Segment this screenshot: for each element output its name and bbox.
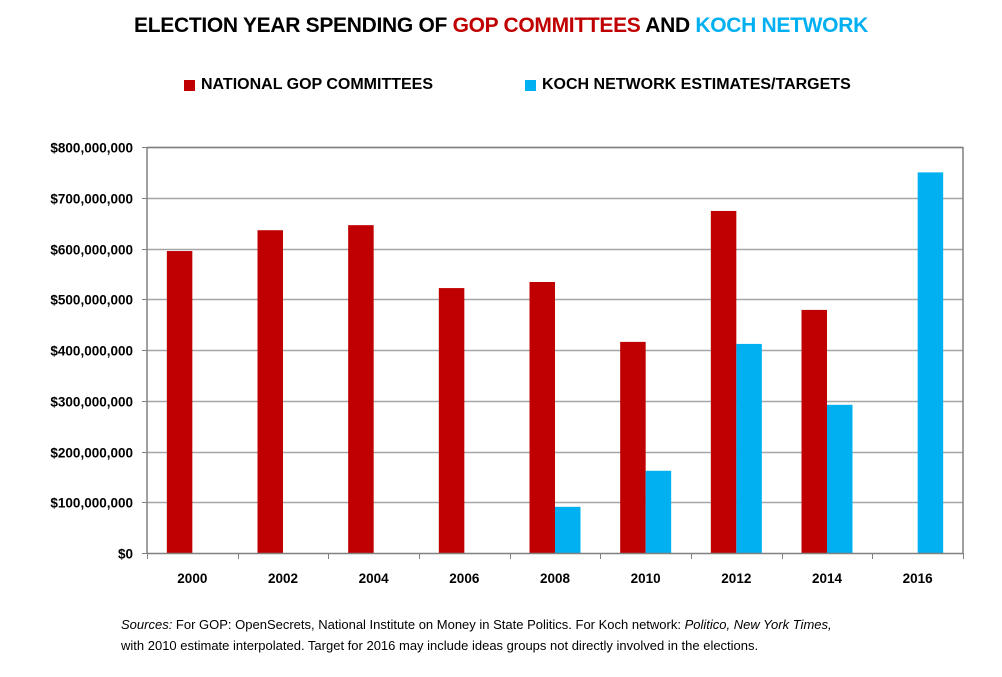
bar-koch-2012 <box>736 343 762 553</box>
y-tick-label: $100,000,000 <box>50 496 133 511</box>
bar-koch-2010 <box>645 470 672 553</box>
y-tick-label: $600,000,000 <box>50 243 133 258</box>
x-tick-label: 2014 <box>812 571 843 586</box>
y-tick-label: $800,000,000 <box>50 141 133 156</box>
bar-gop-2000 <box>166 251 193 553</box>
bar-gop-2012 <box>710 210 737 553</box>
title-part-3: AND <box>640 14 696 37</box>
bar-gop-2006 <box>438 288 465 553</box>
sources-line-2: with 2010 estimate interpolated. Target … <box>121 638 759 653</box>
legend-item-koch: KOCH NETWORK ESTIMATES/TARGETS <box>525 76 851 94</box>
x-tick-label: 2002 <box>268 571 298 586</box>
legend-swatch-gop <box>184 79 195 91</box>
y-tick-label: $400,000,000 <box>50 344 133 359</box>
x-tick-label: 2010 <box>631 571 661 586</box>
sources-italic: Politico, New York Times, <box>684 617 832 632</box>
bar-gop-2014 <box>801 309 827 553</box>
bar-koch-2014 <box>827 404 853 553</box>
bar-gop-2010 <box>620 341 646 553</box>
title-gop: GOP COMMITTEES <box>452 14 641 37</box>
legend-label-gop: NATIONAL GOP COMMITTEES <box>201 76 434 93</box>
y-tick-label: $0 <box>118 547 133 562</box>
bar-gop-2004 <box>348 225 374 553</box>
bar-koch-2016 <box>917 172 944 553</box>
x-tick-label: 2006 <box>449 571 480 586</box>
x-tick-label: 2000 <box>177 571 207 586</box>
y-tick-label: $300,000,000 <box>50 395 133 410</box>
legend-swatch-koch <box>525 79 536 91</box>
sources-note: Sources: For GOP: OpenSecrets, National … <box>121 614 832 656</box>
legend: NATIONAL GOP COMMITTEES KOCH NETWORK EST… <box>0 76 1002 98</box>
title-part-1: ELECTION YEAR SPENDING OF <box>134 14 453 37</box>
sources-line-1: Sources: For GOP: OpenSecrets, National … <box>121 614 832 635</box>
chart-title: ELECTION YEAR SPENDING OF GOP COMMITTEES… <box>0 14 1002 38</box>
bar-koch-2008 <box>555 506 581 553</box>
x-tick-label: 2004 <box>359 571 390 586</box>
x-tick-label: 2012 <box>721 571 751 586</box>
y-tick-label: $500,000,000 <box>50 293 133 308</box>
sources-text-1: For GOP: OpenSecrets, National Institute… <box>172 617 685 632</box>
y-tick-label: $200,000,000 <box>50 446 133 461</box>
x-tick-label: 2016 <box>903 571 934 586</box>
bar-gop-2008 <box>529 281 555 553</box>
x-tick-label: 2008 <box>540 571 571 586</box>
bar-gop-2002 <box>257 230 283 554</box>
sources-label: Sources: <box>121 617 173 632</box>
y-tick-label: $700,000,000 <box>50 192 133 207</box>
legend-item-gop: NATIONAL GOP COMMITTEES <box>184 76 433 94</box>
legend-label-koch: KOCH NETWORK ESTIMATES/TARGETS <box>542 76 851 93</box>
title-koch: KOCH NETWORK <box>695 14 868 37</box>
